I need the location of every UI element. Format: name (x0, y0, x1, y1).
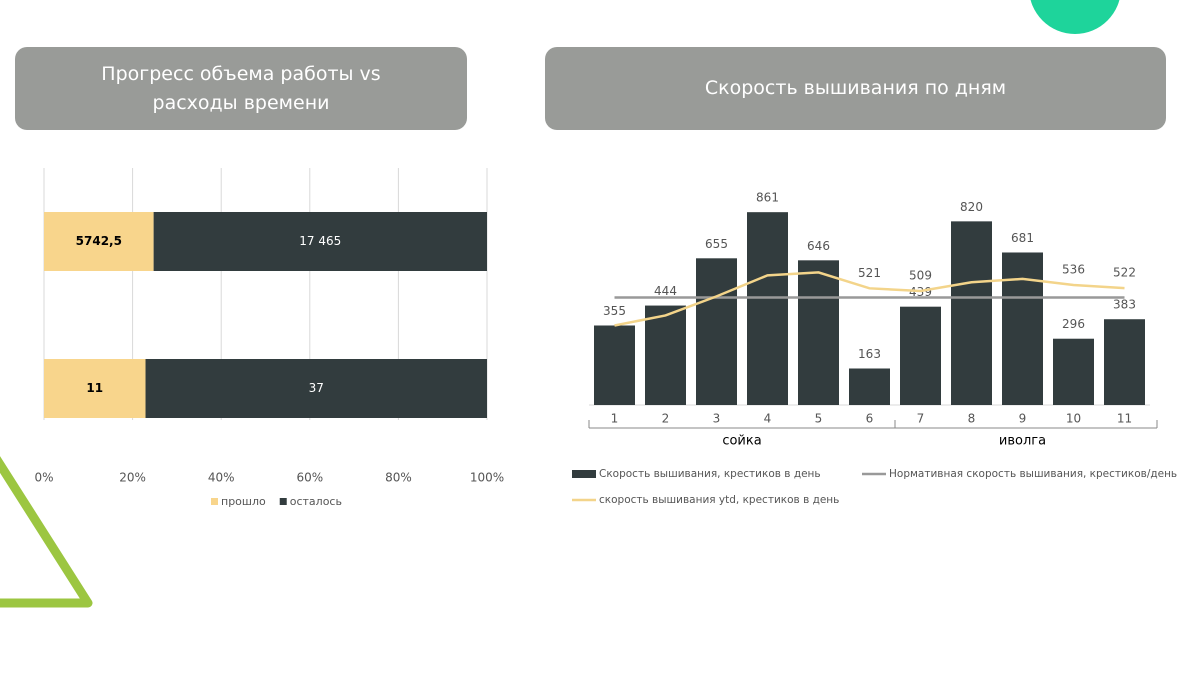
bar (696, 258, 737, 405)
decor-triangle (0, 456, 93, 608)
data-label: 646 (807, 239, 830, 253)
data-label: 522 (1113, 266, 1136, 280)
x-tick-label: 60% (296, 471, 323, 485)
x-tick-label: 20% (119, 471, 146, 485)
legend-swatch (211, 498, 218, 505)
data-label: 536 (1062, 262, 1085, 276)
legend-swatch (279, 498, 287, 505)
data-label: 163 (858, 347, 881, 361)
x-tick-label: 5 (815, 412, 823, 426)
bar (747, 212, 788, 405)
bar (594, 325, 635, 405)
decor-circle (1030, 0, 1120, 34)
data-label: 820 (960, 200, 983, 214)
x-tick-label: 7 (917, 412, 925, 426)
x-tick-label: 2 (662, 412, 670, 426)
data-label: 11 (86, 381, 103, 395)
bar (951, 221, 992, 405)
data-label: 383 (1113, 298, 1136, 312)
x-tick-label: 8 (968, 412, 976, 426)
line (614, 271, 1125, 327)
data-label: 355 (603, 304, 626, 318)
legend-label: прошло (221, 495, 266, 508)
x-tick-label: 11 (1117, 412, 1132, 426)
x-tick-label: 4 (764, 412, 772, 426)
bar (900, 306, 941, 405)
bar-segment (44, 359, 146, 418)
bar (1053, 338, 1094, 405)
data-label: 296 (1062, 317, 1085, 331)
data-label: 655 (705, 237, 728, 251)
group-label: иволга (999, 434, 1046, 449)
bar-segment (44, 212, 154, 271)
x-tick-label: 3 (713, 412, 721, 426)
x-tick-label: 9 (1019, 412, 1027, 426)
bar (1104, 319, 1145, 405)
bar (645, 305, 686, 405)
bar (798, 260, 839, 405)
bar-segment (145, 359, 488, 418)
header: Скорость вышивания по дням (545, 47, 1166, 130)
legend-label: скорость вышивания ytd, крестиков в день (599, 494, 839, 506)
x-tick-label: 40% (208, 471, 235, 485)
data-label: 509 (909, 269, 932, 283)
bar (849, 368, 890, 405)
data-label: 861 (756, 191, 779, 205)
x-tick-label: 0% (34, 471, 53, 485)
x-tick-label: 80% (385, 471, 412, 485)
group-label: сойка (722, 434, 761, 449)
x-tick-label: 10 (1066, 412, 1081, 426)
data-label: 37 (309, 381, 324, 395)
data-label: 444 (654, 284, 677, 298)
legend-swatch (572, 470, 596, 478)
data-label: 17 465 (299, 234, 341, 248)
data-label: 681 (1011, 231, 1034, 245)
header: Прогресс объема работы vs расходы времен… (15, 47, 467, 130)
x-tick-label: 100% (470, 471, 504, 485)
legend-label: Нормативная скорость вышивания, крестико… (889, 468, 1177, 480)
x-tick-label: 6 (866, 412, 874, 426)
legend-label: Скорость вышивания, крестиков в день (599, 468, 821, 480)
data-label: 521 (858, 266, 881, 280)
legend-label: осталось (290, 495, 342, 508)
bar-segment (153, 212, 487, 271)
x-tick-label: 1 (611, 412, 619, 426)
bar (1002, 252, 1043, 405)
data-label: 5742,5 (76, 234, 122, 248)
